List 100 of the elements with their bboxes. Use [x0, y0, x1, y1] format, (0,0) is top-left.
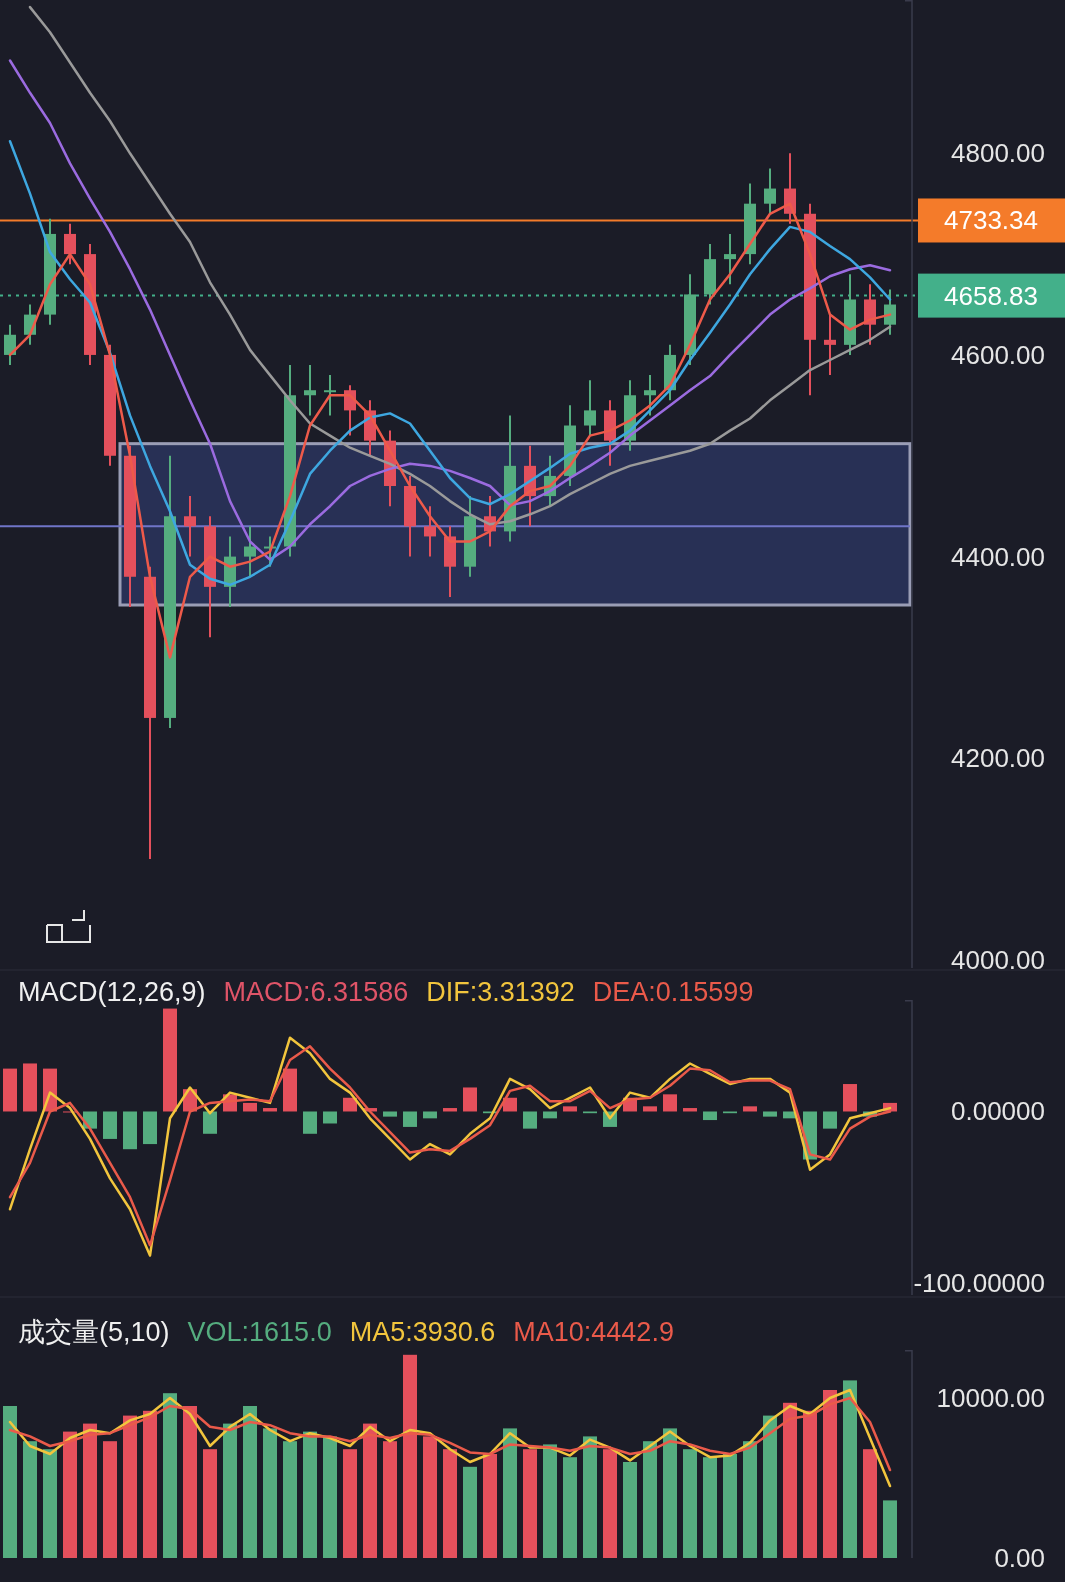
text: DIF:3.31392: [426, 977, 575, 1007]
bar: [383, 1441, 397, 1558]
bar: [343, 1449, 357, 1558]
bar: [683, 1449, 697, 1558]
bar: [703, 1111, 717, 1121]
bar: [363, 1423, 377, 1558]
y-tick-label: 4200.00: [951, 743, 1045, 774]
bar: [423, 1436, 437, 1558]
candlestick: [884, 288, 896, 336]
bar: [163, 1393, 177, 1558]
candlestick: [424, 505, 436, 558]
candlestick: [584, 379, 596, 437]
bar: [103, 1441, 117, 1558]
bar: [803, 1410, 817, 1558]
candlestick: [324, 374, 336, 417]
chart-title: 成交量(5,10): [18, 1317, 170, 1347]
bar: [843, 1084, 857, 1112]
bar: [823, 1111, 837, 1129]
y-tick-label: 10000.00: [936, 1383, 1045, 1413]
bar: [883, 1500, 897, 1558]
chart-title: MACD(12,26,9): [18, 977, 206, 1007]
bar: [243, 1406, 257, 1558]
bar: [223, 1423, 237, 1558]
bar: [303, 1431, 317, 1558]
bar: [643, 1441, 657, 1558]
line-series: [8, 139, 892, 587]
bar: [403, 1354, 417, 1558]
bar: [203, 1111, 217, 1134]
y-tick-label: 4400.00: [951, 541, 1045, 572]
line-series: [8, 59, 892, 561]
bar: [283, 1441, 297, 1558]
bar: [563, 1106, 577, 1112]
ref-line-label: 4658.83: [944, 280, 1038, 311]
candlestick: [4, 323, 16, 367]
bar: [323, 1111, 337, 1124]
bar: [143, 1410, 157, 1558]
bar: [623, 1462, 637, 1558]
candlestick: [824, 313, 836, 377]
bar: [163, 1008, 177, 1112]
bar: [123, 1415, 137, 1558]
bar: [263, 1428, 277, 1558]
bar: [483, 1454, 497, 1558]
y-tick-label: 4600.00: [951, 339, 1045, 370]
bar: [523, 1111, 537, 1129]
bar: [23, 1063, 37, 1112]
bar: [303, 1111, 317, 1134]
bar: [863, 1449, 877, 1558]
text: DEA:0.15599: [592, 977, 754, 1007]
bar: [763, 1111, 777, 1117]
y-tick-label: 0.00: [994, 1543, 1045, 1573]
candlestick: [244, 525, 256, 578]
bar: [443, 1449, 457, 1558]
candlestick: [304, 364, 316, 417]
bar: [743, 1441, 757, 1558]
bar: [743, 1106, 757, 1112]
bar: [403, 1111, 417, 1127]
bar: [283, 1068, 297, 1112]
bar: [663, 1094, 677, 1112]
bar: [763, 1415, 777, 1558]
bar: [583, 1436, 597, 1558]
y-tick-label: 4800.00: [951, 138, 1045, 169]
bar: [603, 1449, 617, 1558]
bar: [243, 1102, 257, 1112]
bar: [843, 1380, 857, 1558]
text: MA5:3930.6: [349, 1317, 496, 1347]
bar: [63, 1431, 77, 1558]
candlestick: [184, 495, 196, 558]
candlestick: [64, 222, 76, 266]
bar: [543, 1111, 557, 1119]
bar: [3, 1406, 17, 1558]
bar: [663, 1428, 677, 1558]
y-tick-label: 0.00000: [951, 1096, 1045, 1127]
bar: [643, 1106, 657, 1112]
candlestick: [764, 167, 776, 215]
bar: [323, 1436, 337, 1558]
bar: [463, 1466, 477, 1558]
bar: [503, 1428, 517, 1558]
series-label: VOL:1615.0: [187, 1317, 332, 1347]
bar: [783, 1402, 797, 1558]
bar: [183, 1406, 197, 1558]
candlestick: [724, 232, 736, 286]
bar: [523, 1449, 537, 1558]
bar: [123, 1111, 137, 1150]
bar: [543, 1444, 557, 1558]
y-tick-label: 4000.00: [951, 944, 1045, 975]
bar: [703, 1457, 717, 1558]
bar: [823, 1390, 837, 1558]
ref-line-label: 4733.34: [944, 205, 1038, 236]
bar: [103, 1111, 117, 1139]
bar: [23, 1441, 37, 1558]
bar: [83, 1423, 97, 1558]
bar: [563, 1457, 577, 1558]
candlestick: [644, 374, 656, 417]
bar: [203, 1449, 217, 1558]
bar: [3, 1068, 17, 1112]
bar: [43, 1449, 57, 1558]
series-label: MACD:6.31586: [223, 977, 409, 1007]
bar: [383, 1111, 397, 1117]
bar: [723, 1454, 737, 1558]
bar: [143, 1111, 157, 1145]
